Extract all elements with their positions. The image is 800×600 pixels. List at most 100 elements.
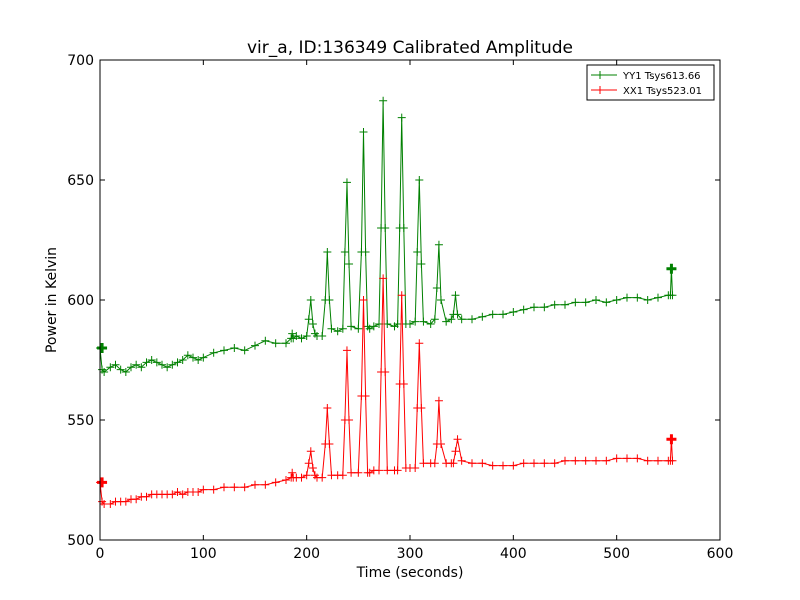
data-point-0-92 bbox=[519, 305, 528, 314]
data-point-0-68 bbox=[399, 224, 408, 232]
data-point-0-54 bbox=[359, 128, 368, 136]
data-point-1-62 bbox=[381, 368, 390, 376]
data-point-1-34 bbox=[297, 473, 306, 482]
data-point-0-19 bbox=[189, 353, 197, 362]
data-point-1-44 bbox=[325, 440, 334, 448]
series-layer bbox=[96, 96, 677, 508]
data-point-1-8 bbox=[132, 495, 141, 504]
endpoint-marker-0-0 bbox=[97, 343, 108, 353]
series-0 bbox=[96, 96, 677, 376]
data-point-0-76 bbox=[426, 320, 435, 328]
data-point-1-73 bbox=[415, 339, 424, 348]
data-point-0-100 bbox=[602, 298, 611, 307]
data-point-1-41 bbox=[318, 473, 327, 482]
data-point-0-31 bbox=[288, 329, 297, 338]
data-point-0-26 bbox=[251, 341, 259, 350]
data-point-0-99 bbox=[592, 296, 600, 304]
data-point-1-38 bbox=[308, 464, 317, 472]
data-point-0-33 bbox=[292, 332, 301, 340]
data-point-0-10 bbox=[142, 358, 151, 367]
data-point-0-72 bbox=[413, 248, 422, 256]
endpoint-marker-1-0 bbox=[97, 477, 108, 488]
data-point-0-57 bbox=[365, 324, 374, 333]
data-point-0-102 bbox=[623, 293, 631, 302]
data-point-1-92 bbox=[519, 459, 528, 468]
data-point-1-43 bbox=[323, 404, 332, 412]
data-point-1-95 bbox=[550, 459, 559, 468]
data-point-1-24 bbox=[230, 483, 239, 492]
data-point-1-74 bbox=[417, 404, 426, 412]
data-point-0-34 bbox=[297, 334, 306, 343]
data-point-0-75 bbox=[419, 317, 428, 326]
data-point-0-98 bbox=[581, 298, 590, 307]
data-point-1-61 bbox=[379, 274, 388, 283]
data-point-0-29 bbox=[282, 339, 290, 348]
data-point-0-94 bbox=[540, 303, 549, 312]
plot-area: 0 100 200 300 400 500 600 500 550 600 650 700 bbox=[67, 53, 733, 562]
data-point-1-77 bbox=[430, 459, 439, 468]
data-point-0-2 bbox=[100, 368, 109, 376]
data-point-1-85 bbox=[453, 435, 462, 444]
data-point-0-85 bbox=[453, 310, 462, 319]
data-point-1-101 bbox=[612, 454, 621, 463]
data-point-0-109 bbox=[668, 291, 677, 300]
data-point-0-51 bbox=[347, 322, 356, 331]
data-point-1-63 bbox=[383, 466, 392, 475]
data-point-1-17 bbox=[178, 490, 187, 499]
data-point-0-73 bbox=[415, 176, 424, 184]
data-point-0-24 bbox=[230, 344, 239, 352]
x-tick-label-4: 400 bbox=[500, 546, 527, 562]
data-point-1-26 bbox=[251, 480, 259, 489]
data-point-1-105 bbox=[654, 456, 662, 465]
data-point-0-41 bbox=[318, 332, 327, 340]
data-point-1-67 bbox=[397, 291, 406, 300]
data-point-1-3 bbox=[106, 500, 115, 508]
legend-marker-xx1 bbox=[596, 86, 604, 94]
data-point-0-58 bbox=[369, 322, 378, 331]
data-point-1-91 bbox=[509, 461, 518, 470]
data-point-0-16 bbox=[173, 358, 182, 367]
data-point-1-103 bbox=[633, 454, 642, 463]
y-tick-label-2: 600 bbox=[67, 293, 94, 309]
data-point-1-28 bbox=[271, 478, 280, 487]
data-point-0-48 bbox=[340, 248, 349, 256]
data-point-1-71 bbox=[411, 464, 420, 472]
data-point-1-94 bbox=[540, 459, 549, 468]
y-tick-label-1: 550 bbox=[67, 413, 94, 429]
data-point-1-65 bbox=[393, 466, 402, 475]
data-point-0-12 bbox=[152, 358, 161, 367]
x-tick-label-6: 600 bbox=[707, 546, 734, 562]
data-point-1-10 bbox=[142, 492, 151, 501]
x-tick-label-5: 500 bbox=[603, 546, 630, 562]
legend-box bbox=[586, 64, 715, 101]
data-point-0-13 bbox=[158, 360, 166, 369]
y-tick-label-0: 500 bbox=[67, 533, 94, 549]
data-point-1-15 bbox=[168, 490, 177, 499]
x-axis-label: Time (seconds) bbox=[356, 565, 464, 581]
data-point-0-22 bbox=[209, 348, 218, 357]
endpoint-marker-0-1 bbox=[666, 263, 677, 274]
data-point-1-52 bbox=[354, 468, 363, 477]
data-point-1-79 bbox=[434, 396, 443, 405]
data-point-0-36 bbox=[304, 315, 313, 324]
data-point-0-77 bbox=[430, 315, 439, 324]
legend-label-yy1: YY1 Tsys613.66 bbox=[622, 71, 701, 82]
data-point-0-3 bbox=[106, 363, 115, 372]
data-point-0-46 bbox=[333, 327, 342, 336]
data-point-0-65 bbox=[393, 320, 402, 328]
data-point-1-23 bbox=[220, 483, 228, 492]
data-point-0-71 bbox=[411, 317, 420, 326]
data-point-1-49 bbox=[342, 346, 351, 355]
data-point-0-79 bbox=[434, 240, 443, 249]
data-point-0-38 bbox=[308, 320, 317, 328]
data-point-0-67 bbox=[397, 113, 406, 122]
data-point-1-47 bbox=[338, 471, 347, 480]
data-point-1-21 bbox=[199, 485, 208, 494]
x-tick-label-0: 0 bbox=[96, 546, 105, 562]
data-point-0-84 bbox=[451, 291, 460, 300]
data-point-1-68 bbox=[399, 380, 408, 388]
data-point-1-75 bbox=[419, 459, 428, 468]
data-point-0-61 bbox=[379, 96, 388, 105]
y-axis-label: Power in Kelvin bbox=[44, 247, 60, 353]
data-point-1-83 bbox=[449, 459, 458, 468]
